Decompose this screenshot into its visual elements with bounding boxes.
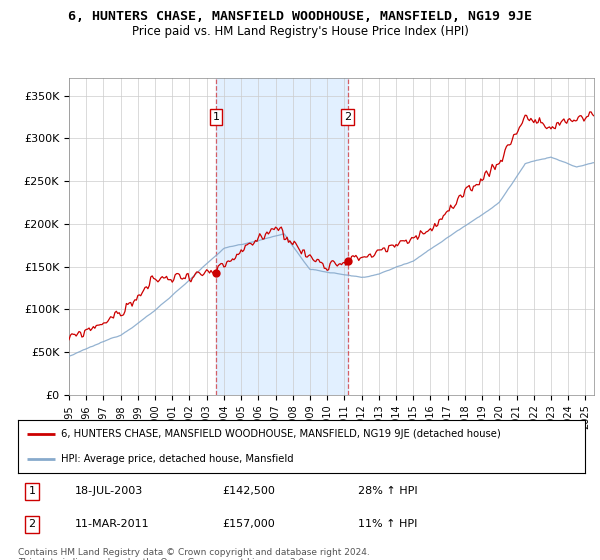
Text: 11% ↑ HPI: 11% ↑ HPI bbox=[358, 519, 418, 529]
Text: 28% ↑ HPI: 28% ↑ HPI bbox=[358, 487, 418, 497]
Text: £142,500: £142,500 bbox=[222, 487, 275, 497]
Text: 6, HUNTERS CHASE, MANSFIELD WOODHOUSE, MANSFIELD, NG19 9JE (detached house): 6, HUNTERS CHASE, MANSFIELD WOODHOUSE, M… bbox=[61, 430, 500, 440]
Text: 6, HUNTERS CHASE, MANSFIELD WOODHOUSE, MANSFIELD, NG19 9JE: 6, HUNTERS CHASE, MANSFIELD WOODHOUSE, M… bbox=[68, 10, 532, 23]
Text: £157,000: £157,000 bbox=[222, 519, 275, 529]
Text: Price paid vs. HM Land Registry's House Price Index (HPI): Price paid vs. HM Land Registry's House … bbox=[131, 25, 469, 38]
Text: 2: 2 bbox=[29, 519, 36, 529]
Text: 1: 1 bbox=[212, 112, 220, 122]
Text: 2: 2 bbox=[344, 112, 351, 122]
Text: 1: 1 bbox=[29, 487, 35, 497]
Text: Contains HM Land Registry data © Crown copyright and database right 2024.
This d: Contains HM Land Registry data © Crown c… bbox=[18, 548, 370, 560]
Text: HPI: Average price, detached house, Mansfield: HPI: Average price, detached house, Mans… bbox=[61, 454, 293, 464]
Text: 11-MAR-2011: 11-MAR-2011 bbox=[75, 519, 149, 529]
Bar bbox=[216, 78, 347, 395]
Text: 18-JUL-2003: 18-JUL-2003 bbox=[75, 487, 143, 497]
